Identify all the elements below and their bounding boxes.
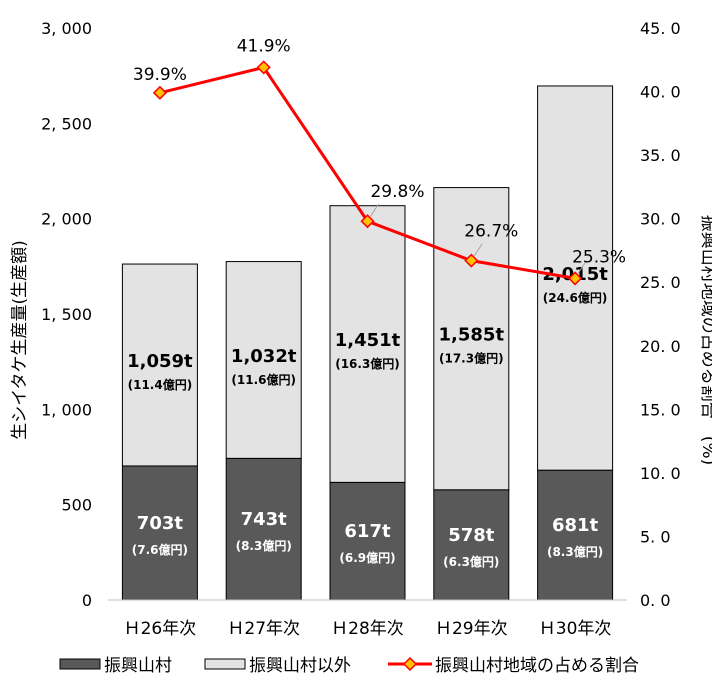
y2-tick-label: 5. 0 xyxy=(640,527,671,546)
legend-swatch-shinko-sanson xyxy=(59,658,101,670)
bar-sublabel: (7.6億円) xyxy=(132,542,188,557)
bar-label: 1,059t xyxy=(127,351,193,372)
legend-label: 振興山村地域の占める割合 xyxy=(435,656,639,676)
legend-swatch-ratio-marker xyxy=(402,656,418,672)
y2-axis-title: 振興山村地域の占める割合 (%) xyxy=(698,215,712,465)
bar-label: 743t xyxy=(241,509,288,530)
bar-shinko-sanson xyxy=(329,481,406,601)
bar-shinko-sanson-igai xyxy=(121,263,198,467)
bar-sublabel: (11.4億円) xyxy=(128,377,193,392)
ratio-marker xyxy=(568,271,583,286)
x-tick-label: Ｈ26年次 xyxy=(124,619,197,639)
x-tick-label: Ｈ29年次 xyxy=(435,619,508,639)
bar-shinko-sanson-igai xyxy=(329,205,406,483)
legend-label: 振興山村以外 xyxy=(249,656,351,676)
bar-sublabel: (11.6億円) xyxy=(231,372,296,387)
bar-sublabel: (24.6億円) xyxy=(543,290,608,305)
y2-tick-label: 10. 0 xyxy=(640,464,681,483)
bar-sublabel: (16.3億円) xyxy=(335,356,400,371)
y2-tick-label: 40. 0 xyxy=(640,83,681,102)
bar-sublabel: (6.9億円) xyxy=(339,550,395,565)
y2-tick-label: 15. 0 xyxy=(640,400,681,419)
ratio-marker xyxy=(464,253,479,268)
y2-tick-label: 45. 0 xyxy=(640,19,681,38)
ratio-marker xyxy=(256,60,271,75)
y-tick-label: 2, 500 xyxy=(41,114,92,133)
ratio-label: 39.9% xyxy=(133,65,187,85)
bar-label: 617t xyxy=(344,521,391,542)
legend-label: 振興山村 xyxy=(104,656,172,676)
bar-label: 681t xyxy=(552,515,599,536)
bar-label: 1,585t xyxy=(439,325,505,346)
y-tick-label: 2, 000 xyxy=(41,210,92,229)
legend-swatch-shinko-sanson-igai xyxy=(204,658,246,670)
x-tick-label: Ｈ30年次 xyxy=(539,619,612,639)
ratio-label: 29.8% xyxy=(370,182,424,202)
x-tick-label: Ｈ27年次 xyxy=(227,619,300,639)
bar-sublabel: (6.3億円) xyxy=(443,554,499,569)
ratio-label: 41.9% xyxy=(237,36,291,56)
label-leader-line xyxy=(577,261,587,274)
label-leader-line xyxy=(473,243,483,256)
y2-tick-label: 25. 0 xyxy=(640,273,681,292)
y-tick-label: 1, 000 xyxy=(41,400,92,419)
y2-tick-label: 0. 0 xyxy=(640,591,671,610)
bar-label: 578t xyxy=(448,525,495,546)
bar-label: 1,451t xyxy=(335,330,401,351)
ratio-marker xyxy=(360,214,375,229)
label-leader-line xyxy=(370,203,379,217)
bar-shinko-sanson-igai xyxy=(225,261,302,459)
bar-shinko-sanson xyxy=(121,465,198,601)
x-tick-label: Ｈ28年次 xyxy=(331,619,404,639)
y-tick-label: 0 xyxy=(82,591,92,610)
y-tick-label: 1, 500 xyxy=(41,305,92,324)
ratio-label: 26.7% xyxy=(464,222,518,242)
bar-shinko-sanson-igai xyxy=(433,187,510,491)
y2-tick-label: 30. 0 xyxy=(640,210,681,229)
bar-label: 1,032t xyxy=(231,346,297,367)
bar-sublabel: (8.3億円) xyxy=(547,544,603,559)
bar-sublabel: (8.3億円) xyxy=(236,538,292,553)
bar-label: 703t xyxy=(137,513,184,534)
y2-tick-label: 20. 0 xyxy=(640,337,681,356)
y-axis-title: 生シイタケ生産量(生産額) xyxy=(10,240,30,440)
y2-tick-label: 35. 0 xyxy=(640,146,681,165)
y-tick-label: 3, 000 xyxy=(41,19,92,38)
ratio-marker xyxy=(152,85,167,100)
bar-sublabel: (17.3億円) xyxy=(439,351,504,366)
ratio-label: 25.3% xyxy=(572,247,626,267)
y-tick-label: 500 xyxy=(61,496,92,515)
